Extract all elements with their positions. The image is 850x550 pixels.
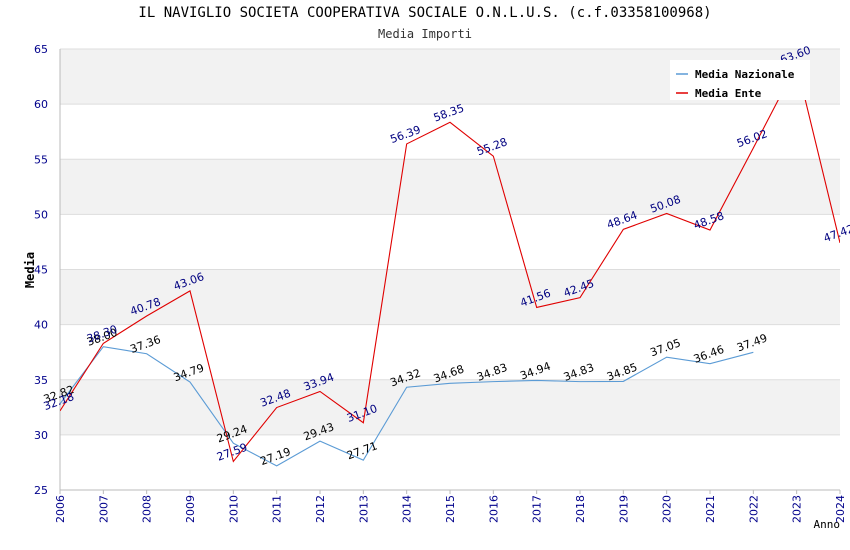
x-tick-label: 2019 bbox=[617, 495, 630, 523]
y-tick-label: 25 bbox=[34, 484, 48, 497]
grid-band bbox=[60, 434, 840, 490]
y-tick-label: 50 bbox=[34, 208, 48, 221]
x-tick-label: 2023 bbox=[791, 495, 804, 523]
y-tick-label: 60 bbox=[34, 98, 48, 111]
x-tick-label: 2010 bbox=[227, 495, 240, 523]
series-line-media-ente bbox=[60, 62, 840, 463]
legend-label: Media Nazionale bbox=[695, 68, 795, 81]
chart-title: IL NAVIGLIO SOCIETA COOPERATIVA SOCIALE … bbox=[138, 5, 712, 21]
x-axis-title: Anno bbox=[814, 518, 841, 531]
legend-box bbox=[670, 60, 810, 100]
x-tick-label: 2022 bbox=[747, 495, 760, 523]
x-tick-label: 2013 bbox=[357, 495, 370, 523]
y-tick-label: 45 bbox=[34, 264, 48, 277]
chart-subtitle: Media Importi bbox=[378, 27, 472, 41]
y-tick-label: 30 bbox=[34, 429, 48, 442]
y-tick-label: 40 bbox=[34, 319, 48, 332]
x-tick-label: 2012 bbox=[314, 495, 327, 523]
y-axis-title: Media bbox=[23, 252, 37, 288]
y-tick-label: 55 bbox=[34, 153, 48, 166]
grid-band bbox=[60, 269, 840, 325]
grid-band bbox=[60, 104, 840, 160]
x-tick-label: 2021 bbox=[704, 495, 717, 523]
grid-band bbox=[60, 159, 840, 215]
y-tick-label: 35 bbox=[34, 374, 48, 387]
x-tick-label: 2020 bbox=[661, 495, 674, 523]
x-tick-label: 2024 bbox=[834, 495, 847, 523]
grid-band bbox=[60, 324, 840, 380]
grid-band bbox=[60, 379, 840, 435]
x-tick-label: 2015 bbox=[444, 495, 457, 523]
legend-label: Media Ente bbox=[695, 87, 762, 100]
grid-band bbox=[60, 214, 840, 270]
x-tick-label: 2007 bbox=[97, 495, 110, 523]
x-tick-label: 2016 bbox=[487, 495, 500, 523]
x-tick-label: 2011 bbox=[271, 495, 284, 523]
y-tick-label: 65 bbox=[34, 43, 48, 56]
x-tick-label: 2017 bbox=[531, 495, 544, 523]
x-tick-label: 2006 bbox=[54, 495, 67, 523]
x-tick-label: 2014 bbox=[401, 495, 414, 523]
series-line-media-nazionale bbox=[60, 346, 754, 467]
x-tick-label: 2008 bbox=[141, 495, 154, 523]
x-tick-label: 2018 bbox=[574, 495, 587, 523]
x-tick-label: 2009 bbox=[184, 495, 197, 523]
